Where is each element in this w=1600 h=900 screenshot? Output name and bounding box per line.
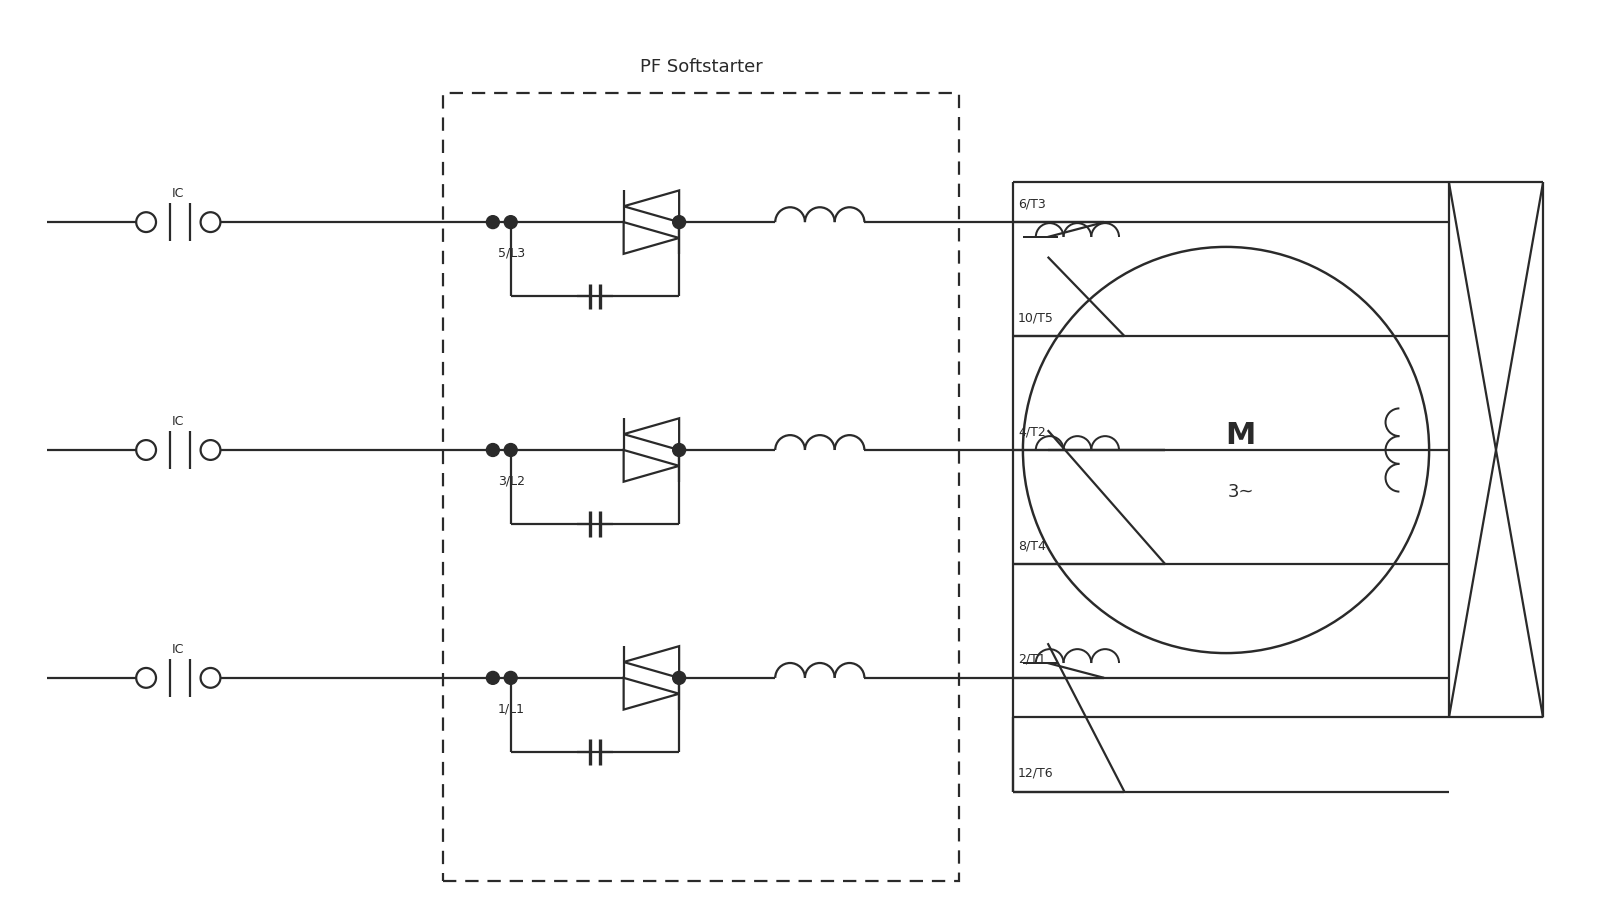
Text: 1/L1: 1/L1 (498, 703, 525, 716)
Circle shape (486, 444, 499, 456)
Text: 3~: 3~ (1227, 482, 1254, 500)
Text: 12/T6: 12/T6 (1018, 767, 1053, 780)
Text: IC: IC (173, 415, 184, 428)
Text: 5/L3: 5/L3 (498, 247, 525, 260)
Circle shape (672, 671, 685, 684)
Text: PF Softstarter: PF Softstarter (640, 58, 762, 76)
Text: IC: IC (173, 187, 184, 201)
Circle shape (672, 216, 685, 229)
Text: 3/L2: 3/L2 (498, 475, 525, 488)
Text: 2/T1: 2/T1 (1018, 653, 1046, 666)
Text: 6/T3: 6/T3 (1018, 197, 1046, 211)
Text: M: M (1226, 420, 1256, 450)
Circle shape (672, 444, 685, 456)
Text: IC: IC (173, 644, 184, 656)
Text: 8/T4: 8/T4 (1018, 539, 1046, 552)
Circle shape (486, 216, 499, 229)
Circle shape (486, 671, 499, 684)
Circle shape (504, 216, 517, 229)
Text: 4/T2: 4/T2 (1018, 425, 1046, 438)
Circle shape (504, 671, 517, 684)
Text: 10/T5: 10/T5 (1018, 311, 1054, 324)
Circle shape (504, 444, 517, 456)
